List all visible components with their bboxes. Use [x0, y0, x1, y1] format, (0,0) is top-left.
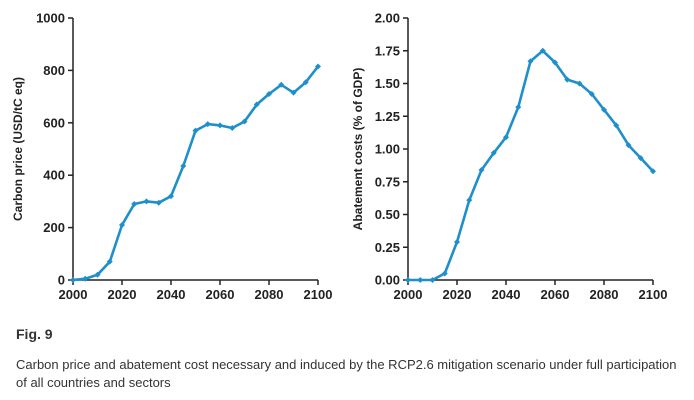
- y-tick-label: 0.00: [375, 273, 400, 288]
- y-tick-label: 0.25: [375, 240, 400, 255]
- x-tick-label: 2100: [639, 287, 668, 302]
- x-tick-label: 2060: [541, 287, 570, 302]
- data-point: [466, 197, 473, 204]
- data-point: [576, 80, 583, 87]
- data-point: [637, 155, 644, 162]
- figure-charts: 0 200 400 600 800 1000 2000 2020 2040 2060 2080 210…: [11, 11, 667, 303]
- y-tick-label: 0.50: [375, 207, 400, 222]
- data-point: [155, 199, 162, 206]
- x-tick-label: 2000: [59, 287, 88, 302]
- data-point: [94, 271, 101, 278]
- y-tick-label: 600: [43, 115, 65, 130]
- data-point: [613, 122, 620, 129]
- data-point: [315, 63, 321, 70]
- x-tick-label: 2020: [108, 287, 137, 302]
- data-point: [229, 125, 236, 132]
- data-point: [217, 122, 223, 129]
- x-tick-label: 2000: [394, 287, 423, 302]
- x-tick-label: 2040: [492, 287, 521, 302]
- x-tick-label: 2100: [304, 287, 333, 302]
- y-tick-label: 800: [43, 63, 65, 78]
- figure-caption: Carbon price and abatement cost necessar…: [16, 357, 677, 390]
- data-point: [266, 90, 272, 97]
- data-point: [478, 166, 485, 173]
- x-tick-label: 2020: [443, 287, 472, 302]
- y-axis-label: Carbon price (USD/tC eq): [11, 77, 25, 221]
- x-tick-label: 2040: [157, 287, 186, 302]
- data-point: [192, 127, 199, 134]
- chart-2: 0.00 0.25 0.50 0.75 1.00 1.25 1.50 1.75 2.00 2000…: [351, 11, 667, 303]
- data-point: [527, 58, 534, 65]
- data-point: [168, 193, 174, 200]
- data-point: [131, 201, 138, 208]
- data-point: [650, 168, 656, 175]
- data-point: [564, 76, 571, 83]
- x-tick-label: 2080: [255, 287, 284, 302]
- data-point: [515, 104, 522, 111]
- x-tick-label: 2080: [590, 287, 619, 302]
- y-tick-label: 0.75: [375, 174, 400, 189]
- series-line: [406, 49, 655, 282]
- y-axis-label: Abatement costs (% of GDP): [351, 68, 365, 231]
- data-point: [180, 163, 187, 170]
- y-tick-label: 1.50: [375, 76, 400, 91]
- data-point: [302, 79, 309, 86]
- data-point: [441, 270, 448, 277]
- data-point: [625, 142, 632, 149]
- data-point: [82, 275, 89, 282]
- y-tick-label: 1.00: [375, 142, 400, 157]
- x-tick-label: 2060: [206, 287, 235, 302]
- data-point: [290, 89, 297, 96]
- y-tick-label: 1000: [36, 11, 65, 26]
- data-point: [405, 277, 411, 283]
- data-point: [106, 258, 113, 265]
- data-point: [490, 149, 497, 156]
- chart-1: 0 200 400 600 800 1000 2000 2020 2040 2060 2080 210…: [11, 11, 332, 303]
- series-line: [71, 65, 320, 282]
- y-tick-label: 1.75: [375, 43, 400, 58]
- y-tick-label: 2.00: [375, 11, 400, 26]
- y-tick-label: 200: [43, 220, 65, 235]
- data-point: [70, 277, 76, 283]
- data-point: [429, 277, 436, 283]
- data-point: [241, 118, 248, 125]
- y-tick-label: 0: [58, 273, 65, 288]
- data-point: [204, 121, 211, 128]
- data-point: [278, 81, 285, 88]
- data-point: [588, 90, 595, 97]
- y-tick-label: 400: [43, 168, 65, 183]
- data-point: [119, 221, 125, 228]
- y-tick-label: 1.25: [375, 109, 400, 124]
- data-point: [454, 239, 460, 246]
- figure-label: Fig. 9: [16, 326, 53, 342]
- data-point: [143, 198, 150, 205]
- data-point: [601, 106, 607, 113]
- data-point: [253, 101, 260, 108]
- data-point: [417, 277, 424, 283]
- data-point: [552, 59, 558, 66]
- data-point: [503, 134, 509, 141]
- data-point: [539, 47, 546, 54]
